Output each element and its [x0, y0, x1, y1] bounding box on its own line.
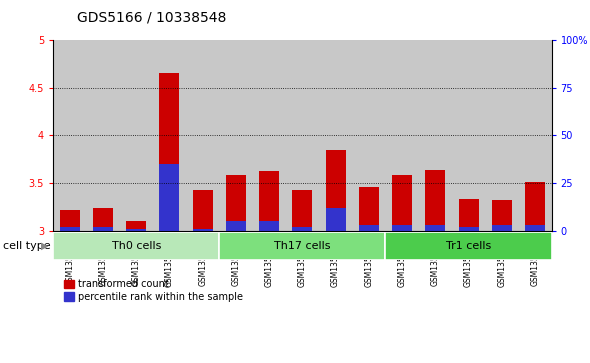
Bar: [226, 221, 246, 231]
Text: Th0 cells: Th0 cells: [112, 241, 161, 251]
Bar: [425, 171, 445, 231]
Bar: [153, 40, 186, 231]
Bar: [519, 40, 552, 231]
Bar: [126, 229, 146, 231]
Text: Th17 cells: Th17 cells: [274, 241, 330, 251]
Bar: [60, 209, 80, 231]
Text: cell type: cell type: [3, 241, 51, 251]
Bar: [319, 40, 352, 231]
Bar: [259, 221, 279, 231]
Bar: [219, 40, 253, 231]
Bar: [326, 150, 346, 231]
Bar: [53, 40, 86, 231]
Bar: [385, 40, 419, 231]
Bar: [359, 225, 379, 231]
Bar: [253, 40, 286, 231]
Bar: [485, 40, 519, 231]
Bar: [120, 40, 153, 231]
Bar: [392, 175, 412, 231]
Bar: [186, 40, 219, 231]
Bar: [525, 225, 545, 231]
Bar: [126, 221, 146, 231]
Bar: [419, 40, 452, 231]
Bar: [359, 187, 379, 231]
Bar: [226, 175, 246, 231]
Bar: [86, 40, 120, 231]
Bar: [293, 227, 312, 231]
Bar: [425, 225, 445, 231]
Bar: [458, 227, 478, 231]
Bar: [219, 232, 385, 260]
Bar: [93, 208, 113, 231]
Bar: [352, 40, 385, 231]
Bar: [193, 189, 212, 231]
Bar: [525, 182, 545, 231]
Legend: transformed count, percentile rank within the sample: transformed count, percentile rank withi…: [64, 279, 244, 302]
Bar: [60, 227, 80, 231]
Bar: [452, 40, 485, 231]
Bar: [458, 199, 478, 231]
Bar: [193, 229, 212, 231]
Bar: [385, 232, 552, 260]
Bar: [492, 225, 512, 231]
Bar: [159, 73, 179, 231]
Bar: [259, 171, 279, 231]
Text: GDS5166 / 10338548: GDS5166 / 10338548: [77, 11, 226, 25]
Text: Tr1 cells: Tr1 cells: [446, 241, 491, 251]
Bar: [492, 200, 512, 231]
Bar: [286, 40, 319, 231]
Bar: [392, 225, 412, 231]
Bar: [93, 227, 113, 231]
Bar: [293, 189, 312, 231]
Bar: [53, 232, 219, 260]
Bar: [159, 164, 179, 231]
Bar: [326, 208, 346, 231]
Text: ▶: ▶: [41, 241, 48, 251]
